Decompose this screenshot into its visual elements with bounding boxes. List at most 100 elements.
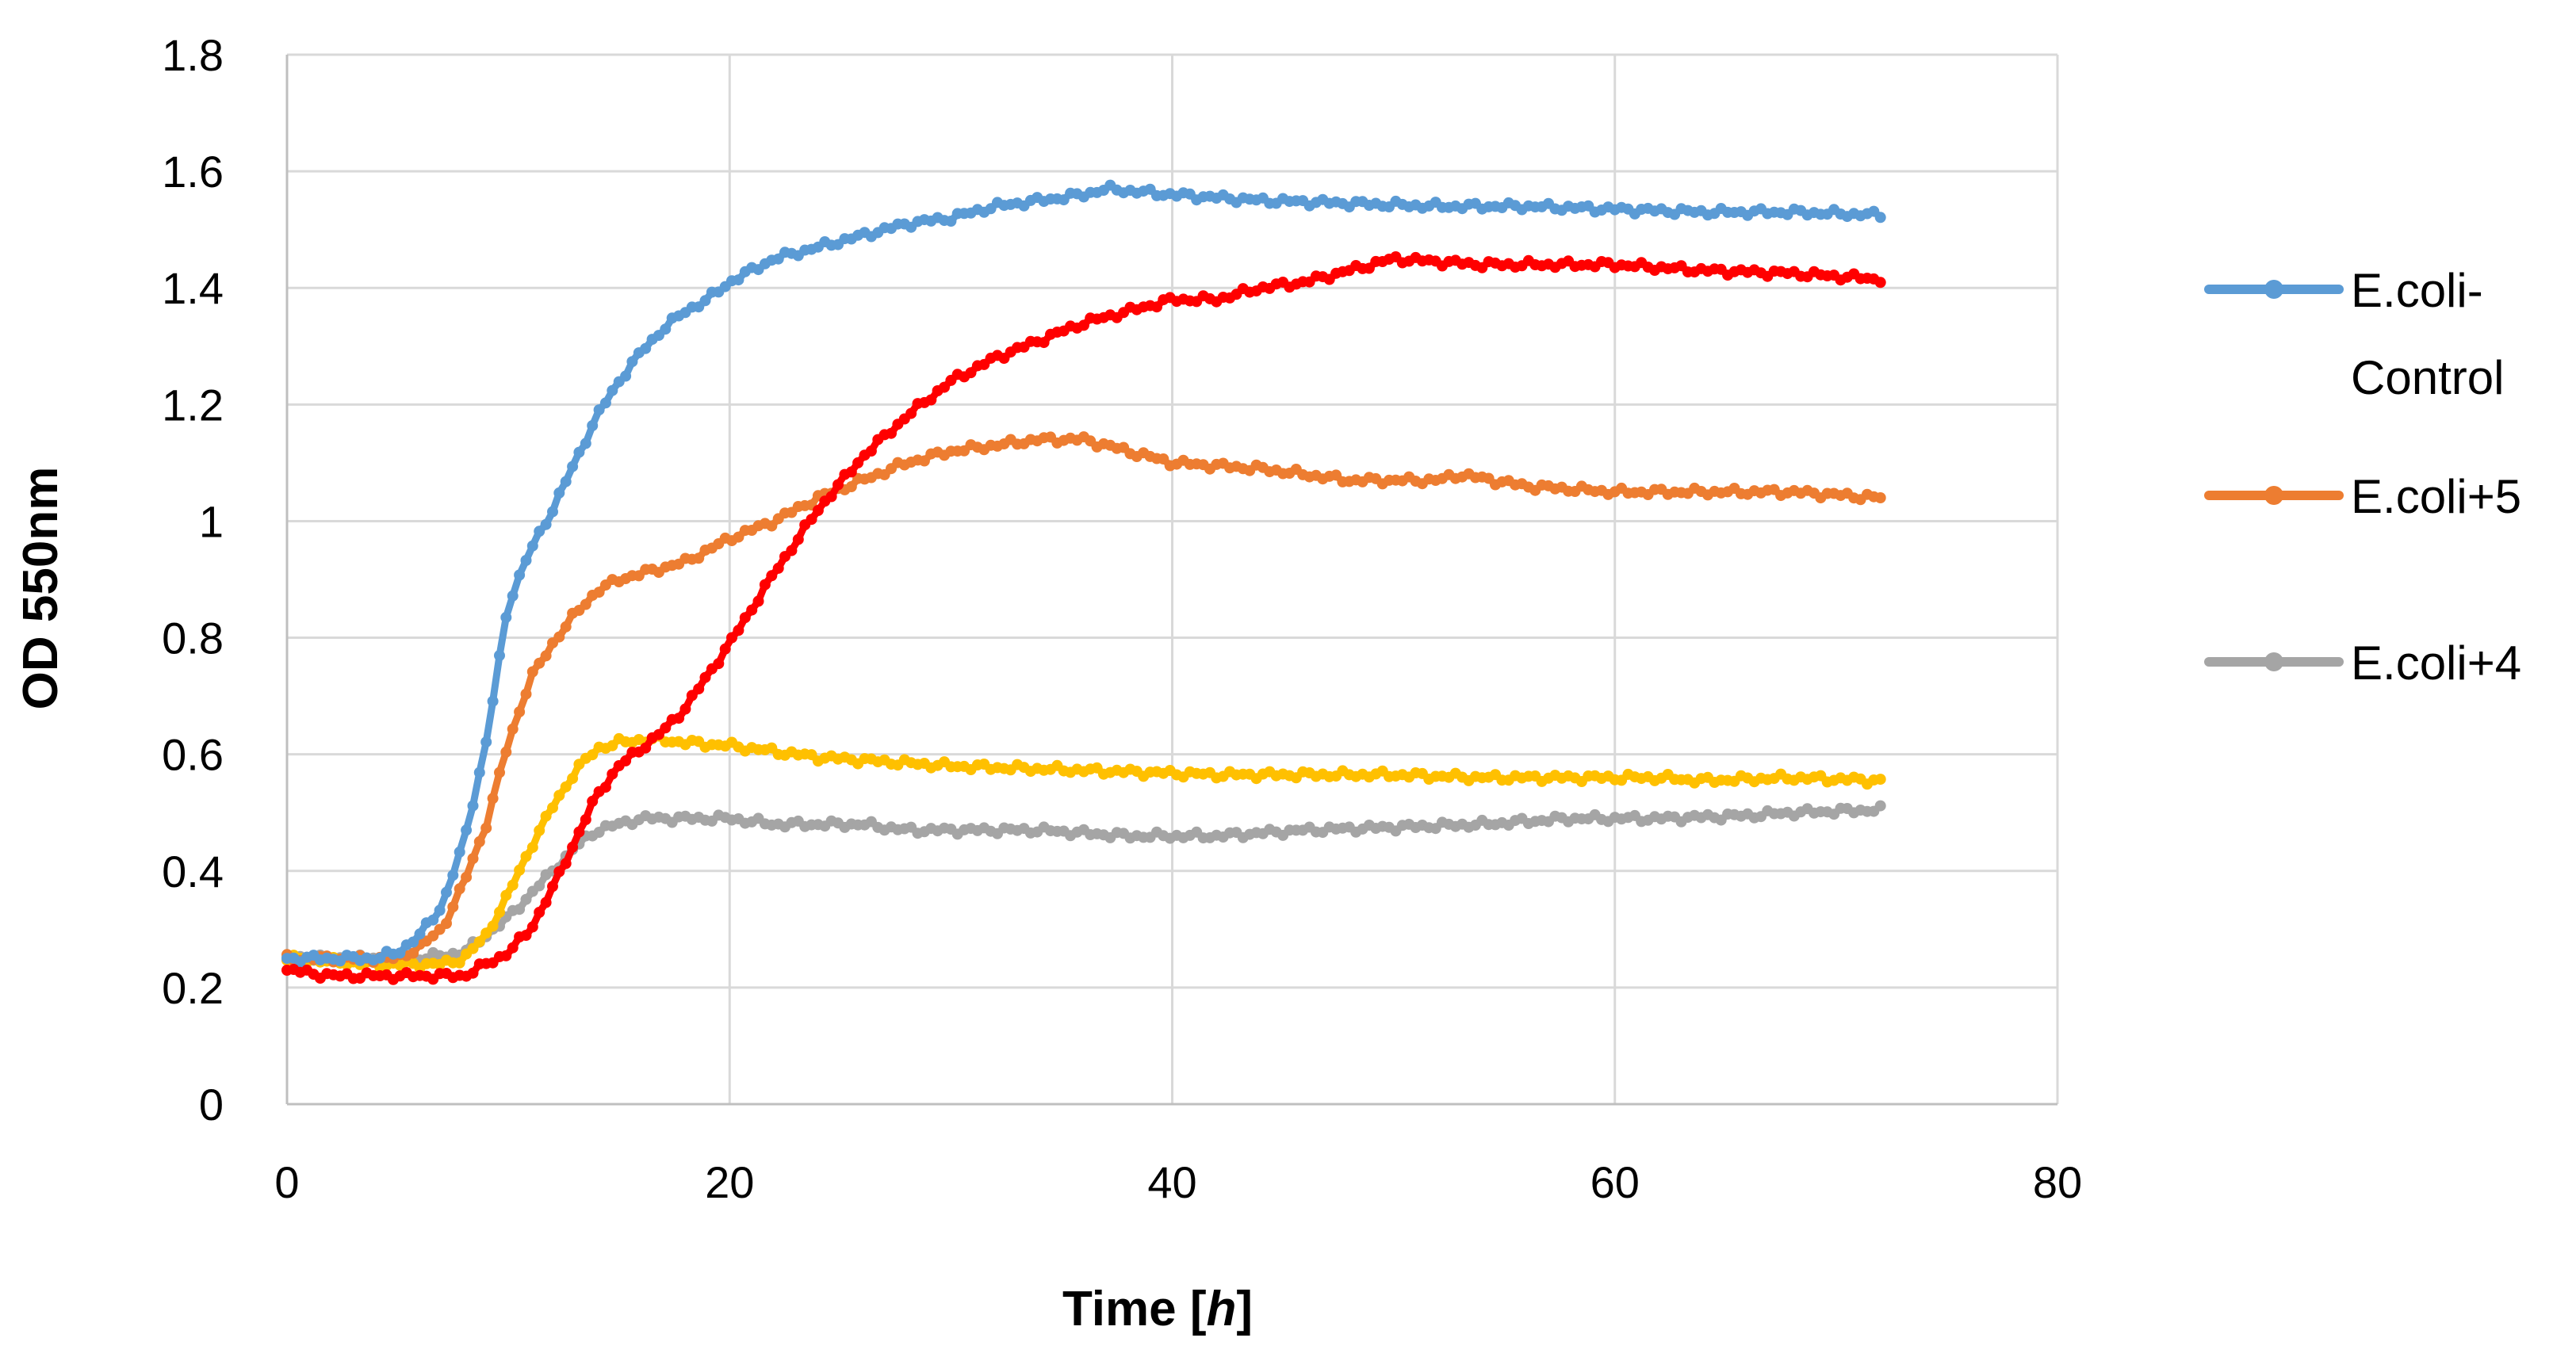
data-point <box>759 579 771 591</box>
legend-item: E.coli+5 <box>2204 470 2521 523</box>
data-point <box>733 531 744 543</box>
y-tick-label: 0.8 <box>162 614 224 663</box>
data-point <box>1363 262 1375 274</box>
data-point <box>693 552 705 564</box>
data-point <box>461 871 473 883</box>
y-tick-label: 0.4 <box>162 847 224 896</box>
data-point <box>673 713 685 724</box>
data-point <box>526 842 538 854</box>
data-point <box>514 706 526 718</box>
data-point <box>540 650 552 662</box>
y-tick-label: 1.8 <box>162 30 224 80</box>
data-point <box>607 768 618 780</box>
data-point <box>580 438 591 449</box>
data-point <box>599 782 611 793</box>
data-point <box>1874 212 1886 224</box>
data-point <box>394 947 406 959</box>
data-point <box>526 666 538 678</box>
data-point <box>447 870 459 881</box>
series-e-coli-4 <box>281 800 1886 968</box>
series-layer <box>281 179 1886 985</box>
data-point <box>693 683 705 695</box>
data-point <box>812 505 824 516</box>
y-tick-label: 1.6 <box>162 147 224 197</box>
data-point <box>507 723 519 735</box>
data-point <box>939 381 950 393</box>
data-point <box>726 632 737 644</box>
data-point <box>500 889 512 901</box>
data-point <box>845 466 857 478</box>
legend-label: E.coli+4 <box>2351 636 2521 690</box>
series-e-coli-control <box>281 179 1886 968</box>
data-point <box>480 927 492 939</box>
data-point <box>567 461 579 472</box>
data-point <box>507 942 519 954</box>
x-tick-label: 40 <box>1147 1157 1196 1207</box>
data-point <box>719 643 731 655</box>
data-point <box>514 569 526 581</box>
data-point <box>620 370 632 382</box>
x-axis-ticks: 0 20 40 60 80 <box>274 1157 2082 1207</box>
data-point <box>733 625 744 636</box>
legend-label: E.coli+5 <box>2351 470 2521 523</box>
legend-label: E.coli- <box>2351 264 2483 317</box>
legend-item: E.coli+4 <box>2204 636 2521 690</box>
data-point <box>587 749 599 761</box>
legend: E.coli- Control E.coli+5 E.coli+4 <box>2204 264 2521 690</box>
data-point <box>1874 800 1886 812</box>
legend-swatch-marker <box>2264 486 2283 505</box>
data-point <box>547 802 558 814</box>
data-point <box>865 445 877 457</box>
data-point <box>467 967 479 979</box>
data-point <box>514 904 526 915</box>
data-point <box>845 481 857 492</box>
data-point <box>547 881 558 893</box>
x-tick-label: 80 <box>2033 1157 2082 1207</box>
legend-item: E.coli- Control <box>2204 264 2504 404</box>
data-point <box>1874 277 1886 289</box>
data-point <box>580 598 591 610</box>
data-point <box>699 295 711 307</box>
data-point <box>587 795 599 807</box>
data-point <box>547 506 558 518</box>
data-point <box>905 407 917 419</box>
data-point <box>560 781 572 793</box>
data-point <box>560 476 572 487</box>
y-tick-label: 0 <box>199 1080 224 1130</box>
data-point <box>526 540 538 552</box>
data-point <box>607 740 618 751</box>
data-point <box>825 491 837 503</box>
data-point <box>833 479 844 491</box>
data-point <box>540 896 552 908</box>
data-point <box>965 367 977 379</box>
data-point <box>480 822 492 834</box>
data-point <box>473 936 485 948</box>
data-point <box>660 722 672 734</box>
y-tick-label: 1.2 <box>162 380 224 430</box>
data-point <box>1151 301 1162 313</box>
data-point <box>713 658 725 670</box>
data-point <box>441 918 452 929</box>
data-point <box>514 864 526 876</box>
data-point <box>593 404 605 416</box>
data-point <box>1158 453 1169 464</box>
data-point <box>540 518 552 530</box>
data-point <box>593 587 605 598</box>
data-point <box>414 928 426 940</box>
data-point <box>467 853 479 865</box>
data-point <box>886 427 897 439</box>
data-point <box>945 216 957 227</box>
data-point <box>467 800 479 812</box>
x-axis-title-suffix: ] <box>1236 1282 1253 1336</box>
data-point <box>473 766 485 778</box>
data-point <box>599 397 611 409</box>
data-point <box>534 907 545 918</box>
data-point <box>553 866 565 877</box>
data-point <box>766 520 778 532</box>
data-point <box>494 906 505 918</box>
data-point <box>494 766 505 778</box>
data-point <box>434 904 446 916</box>
data-point <box>520 851 532 862</box>
data-point <box>507 879 519 891</box>
data-point <box>553 789 565 801</box>
